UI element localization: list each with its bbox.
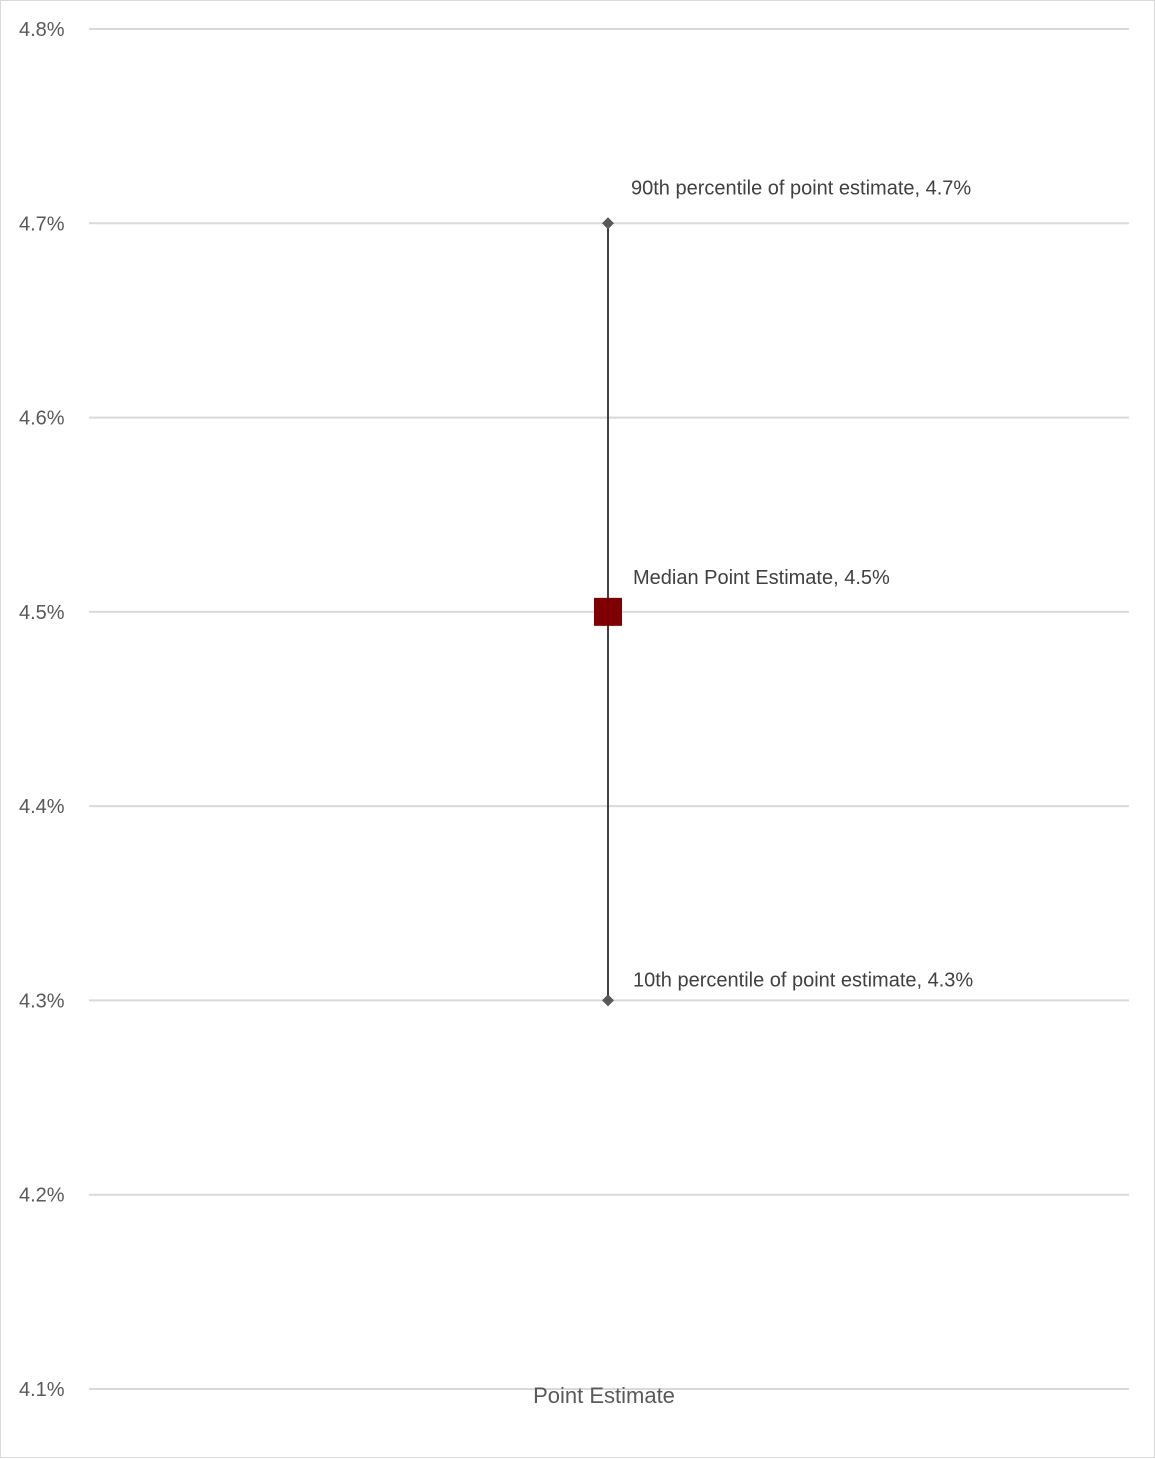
x-category-label: Point Estimate: [533, 1383, 675, 1408]
percentile-marker: [602, 217, 614, 230]
percentile-marker: [602, 994, 614, 1007]
y-tick-label: 4.8%: [19, 19, 65, 41]
y-tick-label: 4.7%: [19, 213, 65, 235]
median-marker: [594, 597, 622, 626]
y-tick-label: 4.3%: [19, 990, 65, 1012]
y-tick-label: 4.4%: [19, 796, 65, 818]
range-series: [594, 217, 622, 1007]
y-tick-label: 4.6%: [19, 408, 65, 430]
y-tick-label: 4.1%: [19, 1379, 65, 1401]
y-tick-label: 4.2%: [19, 1185, 65, 1207]
data-label: Median Point Estimate, 4.5%: [633, 567, 890, 589]
y-axis-tick-labels: 4.8% 4.7% 4.6% 4.5% 4.4% 4.3% 4.2% 4.1%: [19, 19, 65, 1401]
data-labels: 10th percentile of point estimate, 4.3% M…: [631, 177, 973, 991]
data-label: 90th percentile of point estimate, 4.7%: [631, 177, 971, 199]
y-tick-label: 4.5%: [19, 602, 65, 624]
data-label: 10th percentile of point estimate, 4.3%: [633, 969, 973, 991]
x-axis-category-labels: Point Estimate: [533, 1383, 675, 1408]
